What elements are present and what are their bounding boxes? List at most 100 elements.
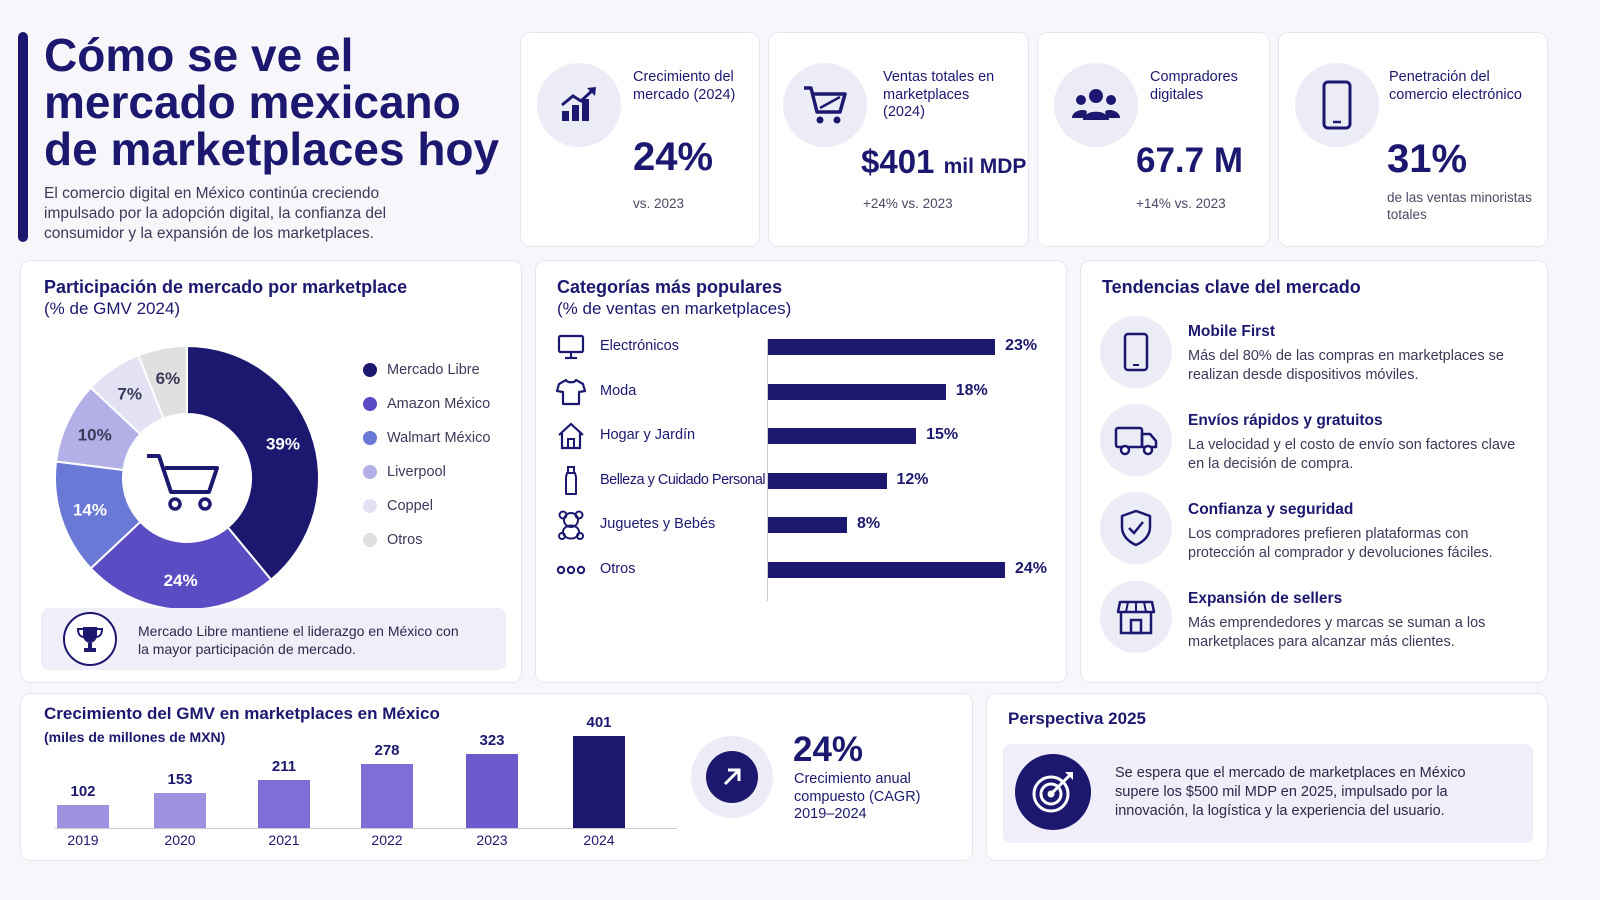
trend-text: La velocidad y el costo de envío son fac… <box>1188 437 1516 472</box>
house-icon <box>556 421 586 451</box>
donut-slice-label: 24% <box>164 571 198 590</box>
gmv-baseline <box>55 828 677 829</box>
gmv-bar <box>57 804 109 828</box>
kpi-card-buyers: Compradores digitales 67.7 M +14% vs. 20… <box>1037 32 1270 247</box>
donut-slice-label: 39% <box>266 434 300 453</box>
shopping-cart-icon <box>147 454 219 511</box>
trend-title: Envíos rápidos y gratuitos <box>1188 412 1383 429</box>
monitor-icon <box>556 332 586 362</box>
trend-title: Confianza y seguridad <box>1188 501 1354 518</box>
trophy-icon <box>63 612 117 666</box>
legend-swatch <box>363 397 377 411</box>
gmv-value-label: 153 <box>167 770 193 788</box>
kpi-value-unit: mil MDP <box>943 155 1027 178</box>
gmv-value-label: 323 <box>479 731 505 749</box>
market-share-title: Participación de mercado por marketplace <box>44 277 408 297</box>
categories-axis-line <box>767 339 768 601</box>
kpi-value: 31% <box>1387 137 1468 181</box>
outlook-title: Perspectiva 2025 <box>1008 709 1146 728</box>
legend-swatch <box>363 499 377 513</box>
kpi-note: vs. 2023 <box>633 196 685 211</box>
gmv-value-label: 278 <box>374 742 400 760</box>
kpi-note: de las ventas minoristas totales <box>1387 190 1532 222</box>
kpi-card-sales: Ventas totales en marketplaces (2024) $4… <box>768 32 1029 247</box>
kpi-label: Penetración del comercio electrónico <box>1389 69 1522 103</box>
legend-swatch <box>363 363 377 377</box>
page-title: Cómo se ve el mercado mexicano de market… <box>44 29 500 175</box>
trend-text: Más emprendedores y marcas se suman a lo… <box>1188 615 1486 650</box>
target-icon <box>1015 754 1091 830</box>
gmv-card: Crecimiento del GMV en marketplaces en M… <box>20 693 973 861</box>
gmv-title: Crecimiento del GMV en marketplaces en M… <box>44 704 440 723</box>
trends-card: Tendencias clave del mercado Mobile Firs… <box>1080 260 1548 683</box>
teddy-bear-icon <box>556 510 586 541</box>
bottle-icon <box>556 465 586 496</box>
market-share-card: Participación de mercado por marketplace… <box>20 260 522 683</box>
outlook-text: Se espera que el mercado de marketplaces… <box>1115 765 1466 819</box>
donut-slice-label: 6% <box>156 369 181 388</box>
kpi-value: 24% <box>633 135 714 179</box>
gmv-value-label: 102 <box>70 782 96 800</box>
legend-item: Walmart México <box>363 430 490 446</box>
donut-slice-label: 10% <box>78 426 112 445</box>
title-accent-bar <box>18 32 28 242</box>
cagr-label: Crecimiento anual compuesto (CAGR) 2019–… <box>794 771 921 822</box>
donut-chart: 39% 24% 14% 10% 7% 6% <box>54 344 320 611</box>
legend-label: Otros <box>387 532 423 548</box>
category-value-label: 15% <box>926 426 959 444</box>
kpi-note: +14% vs. 2023 <box>1136 196 1226 211</box>
legend-swatch <box>363 533 377 547</box>
categories-title: Categorías más populares <box>557 277 783 297</box>
kpi-value: 67.7 M <box>1136 141 1243 180</box>
cagr-value: 24% <box>793 730 864 769</box>
category-value-label: 18% <box>955 381 988 399</box>
category-bar <box>768 339 996 355</box>
category-label: Moda <box>600 382 637 399</box>
donut-slice-label: 14% <box>73 501 107 520</box>
smartphone-icon <box>1100 316 1172 388</box>
smartphone-icon <box>1295 63 1379 147</box>
arrow-up-right-icon <box>691 736 773 818</box>
kpi-card-penetration: Penetración del comercio electrónico 31%… <box>1278 32 1548 247</box>
categories-card: Categorías más populares (% de ventas en… <box>535 260 1067 683</box>
gmv-value-label: 401 <box>586 714 612 731</box>
delivery-truck-icon <box>1100 404 1172 476</box>
leader-callout: Mercado Libre mantiene el liderazgo en M… <box>41 608 506 670</box>
gmv-year-label: 2023 <box>476 832 508 848</box>
trend-title: Mobile First <box>1188 323 1275 340</box>
category-bar <box>768 517 847 534</box>
category-label: Juguetes y Bebés <box>600 516 716 533</box>
dots-icon <box>556 555 586 585</box>
kpi-note: +24% vs. 2023 <box>863 196 953 211</box>
legend-item: Mercado Libre <box>363 362 480 378</box>
kpi-value: $401 mil MDP <box>861 143 1026 181</box>
gmv-bar <box>573 736 625 828</box>
outlook-card: Perspectiva 2025 Se espera que el mercad… <box>986 693 1548 861</box>
category-label: Electrónicos <box>600 338 679 354</box>
legend-label: Mercado Libre <box>387 362 480 378</box>
kpi-value-amount: $401 <box>861 143 935 180</box>
growth-chart-icon <box>537 63 621 147</box>
gmv-year-label: 2024 <box>583 832 615 848</box>
gmv-year-label: 2021 <box>268 832 300 848</box>
legend-label: Coppel <box>387 498 433 514</box>
page-subtitle: El comercio digital en México continúa c… <box>44 185 387 242</box>
legend-item: Amazon México <box>363 396 490 412</box>
gmv-subtitle: (miles de millones de MXN) <box>44 729 226 745</box>
category-bar <box>768 472 887 489</box>
legend-item: Coppel <box>363 498 433 514</box>
category-bar <box>768 562 1005 578</box>
category-label: Belleza y Cuidado Personal <box>600 471 766 488</box>
gmv-bar <box>258 779 310 828</box>
category-bar <box>768 428 917 445</box>
trend-title: Expansión de sellers <box>1188 590 1343 607</box>
legend-swatch <box>363 431 377 445</box>
category-value-label: 24% <box>1015 560 1048 577</box>
legend-label: Amazon México <box>387 396 491 412</box>
donut-slice <box>137 344 188 420</box>
trend-text: Más del 80% de las compras en marketplac… <box>1188 348 1504 383</box>
tshirt-icon <box>556 377 586 407</box>
shield-check-icon <box>1100 492 1172 564</box>
donut-slice <box>186 344 320 582</box>
category-bar <box>768 383 946 400</box>
